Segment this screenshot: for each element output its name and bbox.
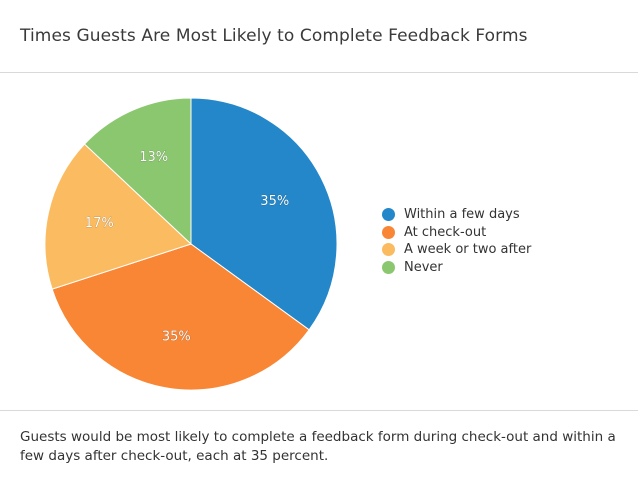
slice-value-label: 17% — [85, 216, 114, 231]
divider-top — [0, 72, 638, 73]
pie-chart: 35% 35% 17% 13% — [44, 97, 338, 391]
legend-item-within-a-few-days: Within a few days — [382, 206, 531, 224]
pie-slice-at-check-out — [51, 243, 310, 391]
pie-slice-within-a-few-days — [190, 97, 338, 331]
slice-value-label: 35% — [260, 194, 289, 209]
legend-swatch — [382, 208, 395, 222]
legend-item-at-check-out: At check-out — [382, 224, 531, 242]
legend: Within a few days At check-out A week or… — [382, 206, 531, 276]
slice-value-label: 13% — [139, 150, 168, 165]
legend-swatch — [382, 225, 395, 239]
legend-label: At check-out — [404, 224, 487, 240]
chart-title: Times Guests Are Most Likely to Complete… — [20, 26, 528, 46]
pie-slice-never — [83, 97, 192, 246]
legend-label: Within a few days — [404, 207, 520, 223]
legend-item-never: Never — [382, 259, 531, 277]
legend-label: Never — [404, 259, 443, 275]
pie-slice-a-week-or-two-after — [44, 143, 192, 290]
caption: Guests would be most likely to complete … — [20, 429, 616, 464]
divider-bottom — [0, 410, 638, 411]
legend-label: A week or two after — [404, 242, 532, 258]
slice-value-label: 35% — [162, 329, 191, 344]
legend-swatch — [382, 243, 395, 257]
pie-labels: 35% 35% 17% 13% — [85, 150, 290, 345]
pie-slices — [44, 97, 338, 391]
legend-swatch — [382, 260, 395, 274]
legend-item-a-week-or-two-after: A week or two after — [382, 241, 531, 259]
